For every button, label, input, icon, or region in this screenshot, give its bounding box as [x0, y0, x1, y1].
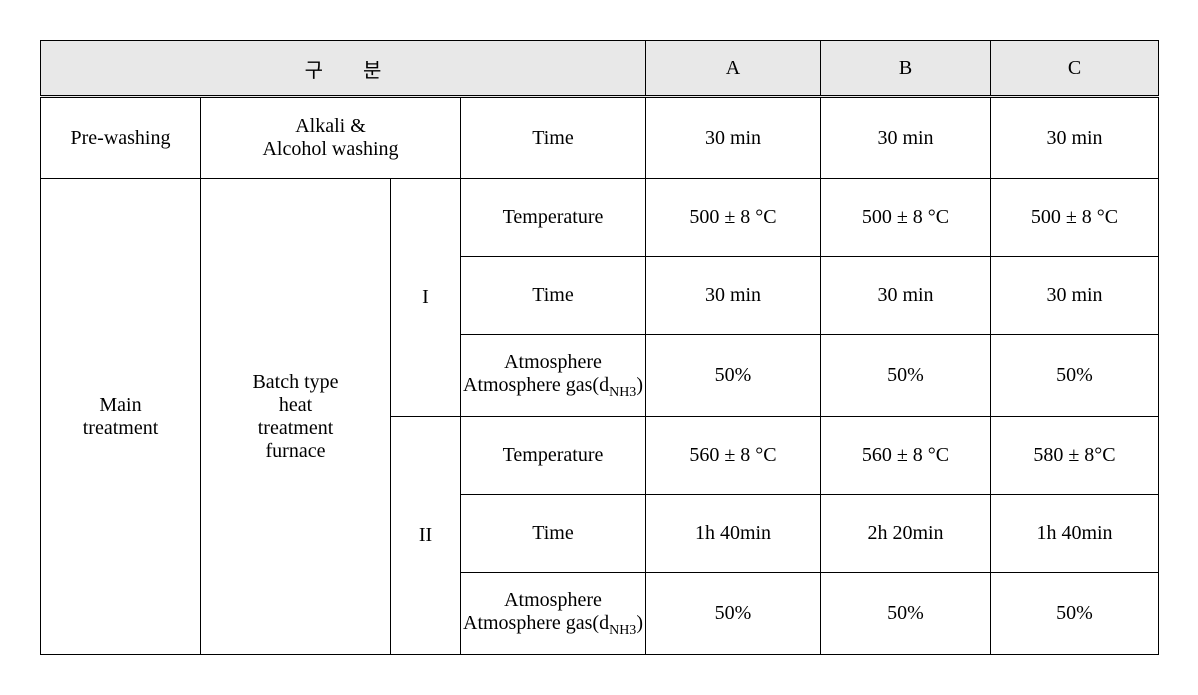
header-category: 구분 — [41, 41, 646, 97]
phase1-time-param: Time — [461, 257, 646, 335]
prewash-b: 30 min — [821, 97, 991, 179]
main-method-line1: Batch type — [252, 371, 338, 393]
phase2-gas-line1: Atmosphere — [504, 589, 602, 611]
prewash-c: 30 min — [991, 97, 1159, 179]
phase2-gas-c: 50% — [991, 573, 1159, 655]
phase1-gas-c: 50% — [991, 335, 1159, 417]
prewash-a: 30 min — [646, 97, 821, 179]
phase1-time-b: 30 min — [821, 257, 991, 335]
phase2-time-a: 1h 40min — [646, 495, 821, 573]
phase1-time-a: 30 min — [646, 257, 821, 335]
phase2-gas-b: 50% — [821, 573, 991, 655]
header-col-b: B — [821, 41, 991, 97]
main-method-line2: heat — [279, 394, 312, 416]
main-stage-line1: Main — [99, 394, 141, 416]
phase2-gas-suffix: ) — [636, 612, 643, 634]
phase2-temp-a: 560 ± 8 °C — [646, 417, 821, 495]
phase1-label: I — [391, 179, 461, 417]
phase2-gas-sub: NH3 — [609, 623, 636, 638]
phase1-gas-prefix: Atmosphere gas(d — [463, 374, 609, 396]
prewash-method-line1: Alkali & — [295, 115, 366, 137]
phase1-gas-suffix: ) — [636, 374, 643, 396]
main-method-line3: treatment — [258, 417, 334, 439]
phase2-time-b: 2h 20min — [821, 495, 991, 573]
phase1-temp-a: 500 ± 8 °C — [646, 179, 821, 257]
phase1-gas-a: 50% — [646, 335, 821, 417]
treatment-conditions-table: 구분 A B C Pre-washing Alkali & Alcohol wa… — [40, 40, 1159, 655]
phase2-gas-prefix: Atmosphere gas(d — [463, 612, 609, 634]
prewash-method-line2: Alcohol washing — [262, 138, 398, 160]
phase1-temp-param: Temperature — [461, 179, 646, 257]
header-col-c: C — [991, 41, 1159, 97]
phase1-gas-b: 50% — [821, 335, 991, 417]
phase1-time-c: 30 min — [991, 257, 1159, 335]
header-col-a: A — [646, 41, 821, 97]
prewash-param: Time — [461, 97, 646, 179]
phase2-time-param: Time — [461, 495, 646, 573]
prewash-method: Alkali & Alcohol washing — [201, 97, 461, 179]
phase2-label: II — [391, 417, 461, 655]
main-stage: Main treatment — [41, 179, 201, 655]
phase2-temp-b: 560 ± 8 °C — [821, 417, 991, 495]
main-phase1-temp-row: Main treatment Batch type heat treatment… — [41, 179, 1159, 257]
main-method: Batch type heat treatment furnace — [201, 179, 391, 655]
phase1-temp-b: 500 ± 8 °C — [821, 179, 991, 257]
prewash-stage: Pre-washing — [41, 97, 201, 179]
phase1-gas-sub: NH3 — [609, 385, 636, 400]
phase2-time-c: 1h 40min — [991, 495, 1159, 573]
phase2-gas-param: Atmosphere Atmosphere gas(dNH3) — [461, 573, 646, 655]
main-stage-line2: treatment — [83, 417, 159, 439]
phase2-temp-param: Temperature — [461, 417, 646, 495]
prewash-row: Pre-washing Alkali & Alcohol washing Tim… — [41, 97, 1159, 179]
phase1-temp-c: 500 ± 8 °C — [991, 179, 1159, 257]
phase1-gas-line1: Atmosphere — [504, 351, 602, 373]
phase2-gas-a: 50% — [646, 573, 821, 655]
table-header-row: 구분 A B C — [41, 41, 1159, 97]
phase1-gas-param: Atmosphere Atmosphere gas(dNH3) — [461, 335, 646, 417]
main-method-line4: furnace — [266, 440, 326, 462]
phase2-temp-c: 580 ± 8°C — [991, 417, 1159, 495]
